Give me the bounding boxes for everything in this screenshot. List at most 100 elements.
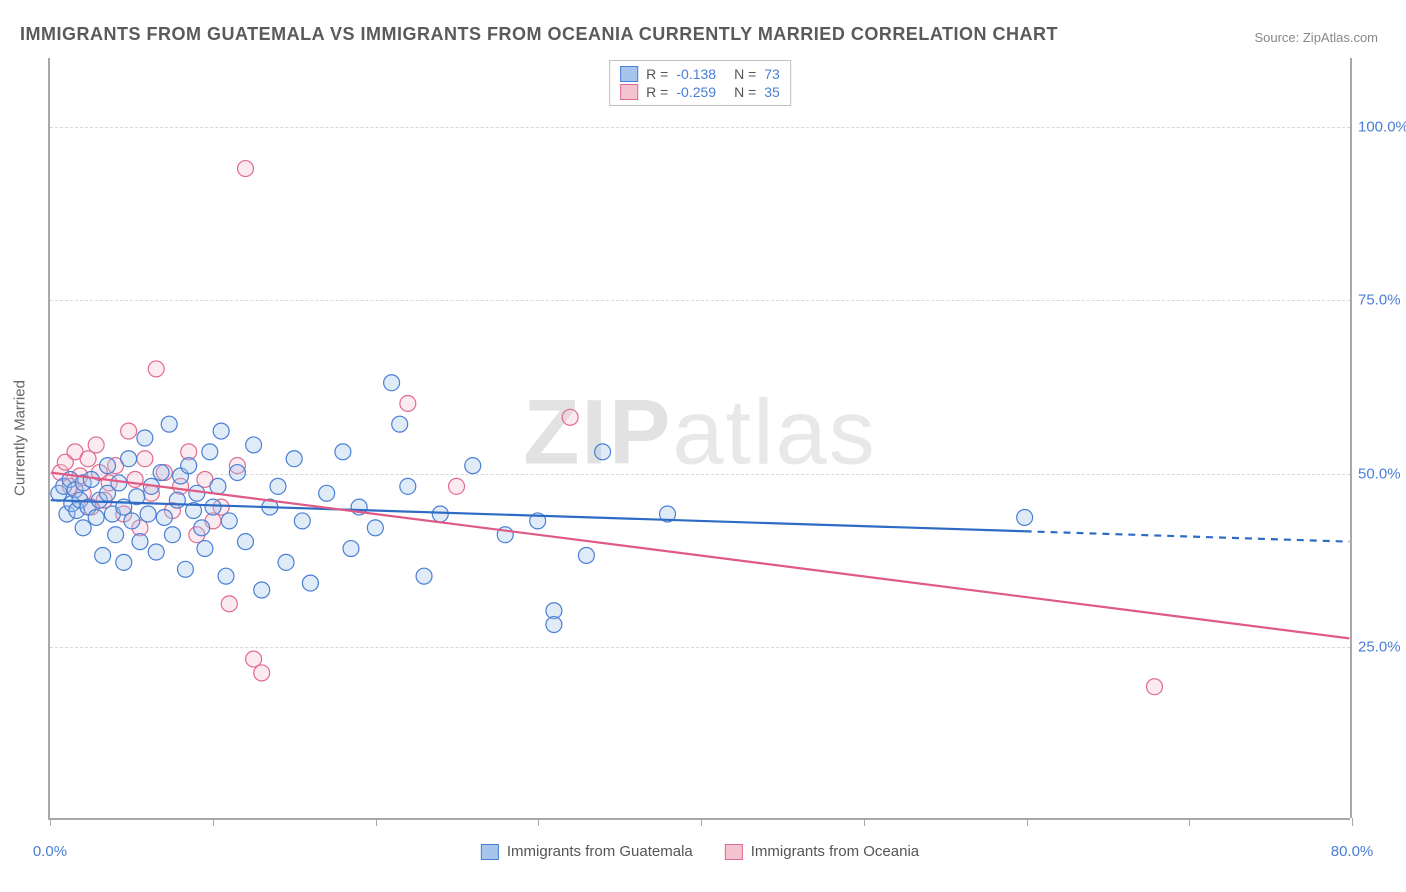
scatter-point: [238, 534, 254, 550]
scatter-point: [181, 458, 197, 474]
scatter-point: [546, 617, 562, 633]
scatter-point: [384, 375, 400, 391]
scatter-point: [148, 361, 164, 377]
xtick: [1352, 818, 1353, 826]
scatter-point: [75, 520, 91, 536]
scatter-point: [343, 541, 359, 557]
scatter-point: [169, 492, 185, 508]
r-label: R =: [646, 66, 668, 82]
scatter-point: [148, 544, 164, 560]
legend-label-guatemala: Immigrants from Guatemala: [507, 843, 693, 860]
scatter-point: [367, 520, 383, 536]
scatter-point: [164, 527, 180, 543]
scatter-point: [202, 444, 218, 460]
xtick: [50, 818, 51, 826]
scatter-point: [124, 513, 140, 529]
scatter-point: [416, 568, 432, 584]
scatter-point: [194, 520, 210, 536]
scatter-point: [88, 509, 104, 525]
scatter-point: [221, 596, 237, 612]
scatter-point: [177, 561, 193, 577]
legend-series: Immigrants from Guatemala Immigrants fro…: [481, 843, 919, 860]
n-value-guatemala: 73: [764, 66, 780, 82]
r-value-oceania: -0.259: [676, 84, 716, 100]
xtick: [701, 818, 702, 826]
scatter-point: [278, 554, 294, 570]
scatter-point: [1017, 509, 1033, 525]
trend-line: [51, 473, 1350, 639]
scatter-point: [218, 568, 234, 584]
ytick-label: 25.0%: [1358, 638, 1406, 655]
scatter-point: [254, 665, 270, 681]
xtick-label: 80.0%: [1331, 843, 1374, 860]
scatter-point: [210, 478, 226, 494]
scatter-point: [1147, 679, 1163, 695]
scatter-point: [578, 547, 594, 563]
r-value-guatemala: -0.138: [676, 66, 716, 82]
scatter-point: [140, 506, 156, 522]
scatter-point: [213, 423, 229, 439]
scatter-point: [189, 485, 205, 501]
r-label: R =: [646, 84, 668, 100]
xtick-label: 0.0%: [33, 843, 67, 860]
scatter-point: [400, 395, 416, 411]
scatter-point: [205, 499, 221, 515]
swatch-oceania: [620, 84, 638, 100]
xtick: [538, 818, 539, 826]
xtick: [376, 818, 377, 826]
swatch-guatemala: [481, 844, 499, 860]
ytick-label: 75.0%: [1358, 292, 1406, 309]
scatter-point: [270, 478, 286, 494]
scatter-point: [153, 465, 169, 481]
chart-title: IMMIGRANTS FROM GUATEMALA VS IMMIGRANTS …: [20, 24, 1058, 45]
scatter-point: [595, 444, 611, 460]
scatter-point: [246, 651, 262, 667]
legend-item-oceania: Immigrants from Oceania: [725, 843, 919, 860]
scatter-point: [449, 478, 465, 494]
scatter-point: [319, 485, 335, 501]
scatter-point: [335, 444, 351, 460]
scatter-point: [95, 547, 111, 563]
xtick: [1189, 818, 1190, 826]
scatter-point: [246, 437, 262, 453]
scatter-point: [161, 416, 177, 432]
scatter-point: [238, 161, 254, 177]
scatter-point: [121, 423, 137, 439]
n-label: N =: [734, 66, 756, 82]
source-label: Source: ZipAtlas.com: [1254, 30, 1378, 45]
legend-stats-row-oceania: R = -0.259 N = 35: [620, 83, 780, 101]
scatter-point: [229, 465, 245, 481]
scatter-point: [254, 582, 270, 598]
scatter-point: [80, 451, 96, 467]
scatter-point: [221, 513, 237, 529]
chart-svg: [50, 58, 1350, 818]
scatter-point: [400, 478, 416, 494]
legend-label-oceania: Immigrants from Oceania: [751, 843, 919, 860]
scatter-point: [137, 430, 153, 446]
scatter-point: [132, 534, 148, 550]
ytick-label: 100.0%: [1358, 119, 1406, 136]
y-axis-label: Currently Married: [12, 380, 29, 496]
scatter-point: [465, 458, 481, 474]
scatter-point: [197, 541, 213, 557]
legend-stats-row-guatemala: R = -0.138 N = 73: [620, 65, 780, 83]
scatter-point: [562, 409, 578, 425]
trend-line: [1025, 531, 1350, 541]
swatch-guatemala: [620, 66, 638, 82]
scatter-point: [108, 527, 124, 543]
ytick-label: 50.0%: [1358, 465, 1406, 482]
xtick: [1027, 818, 1028, 826]
scatter-point: [286, 451, 302, 467]
plot-area: Currently Married ZIPatlas R = -0.138 N …: [48, 58, 1350, 820]
legend-stats: R = -0.138 N = 73 R = -0.259 N = 35: [609, 60, 791, 106]
scatter-point: [121, 451, 137, 467]
scatter-point: [392, 416, 408, 432]
scatter-point: [116, 554, 132, 570]
scatter-point: [137, 451, 153, 467]
n-label: N =: [734, 84, 756, 100]
xtick: [213, 818, 214, 826]
scatter-point: [156, 509, 172, 525]
xtick: [864, 818, 865, 826]
scatter-point: [100, 458, 116, 474]
plot-right-border: [1350, 58, 1352, 818]
